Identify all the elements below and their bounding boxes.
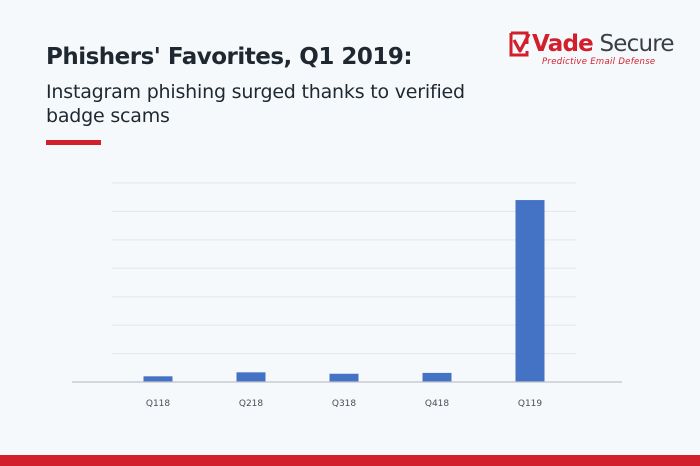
chart-gridlines: [112, 182, 576, 355]
vade-secure-logo: Vade Secure Predictive Email Defense: [508, 30, 675, 67]
x-tick-label: Q218: [239, 399, 264, 409]
bottom-accent-bar: [0, 455, 700, 466]
logo-word-vade: Vade: [532, 31, 594, 57]
logo-word-secure: Secure: [592, 31, 674, 57]
page-title: Phishers' Favorites, Q1 2019:: [46, 44, 413, 70]
logo-tagline: Predictive Email Defense: [542, 57, 656, 67]
page-subtitle: Instagram phishing surged thanks to veri…: [46, 81, 465, 127]
x-tick-labels: Q118 Q218 Q318 Q418 Q119: [146, 399, 543, 409]
x-tick-label: Q119: [518, 399, 543, 409]
bar-q118: [143, 376, 173, 382]
x-tick-label: Q318: [332, 399, 357, 409]
x-tick-label: Q418: [425, 399, 450, 409]
logo-wordmark: Vade Secure: [532, 30, 675, 58]
bar-q318: [329, 373, 359, 382]
x-tick-label: Q118: [146, 399, 171, 409]
bar-q119: [515, 200, 545, 382]
chart-bars: [143, 200, 545, 382]
bar-q418: [422, 372, 452, 382]
bar-q218: [236, 372, 266, 382]
accent-rule: [46, 140, 101, 145]
logo-check-icon: [509, 31, 531, 57]
